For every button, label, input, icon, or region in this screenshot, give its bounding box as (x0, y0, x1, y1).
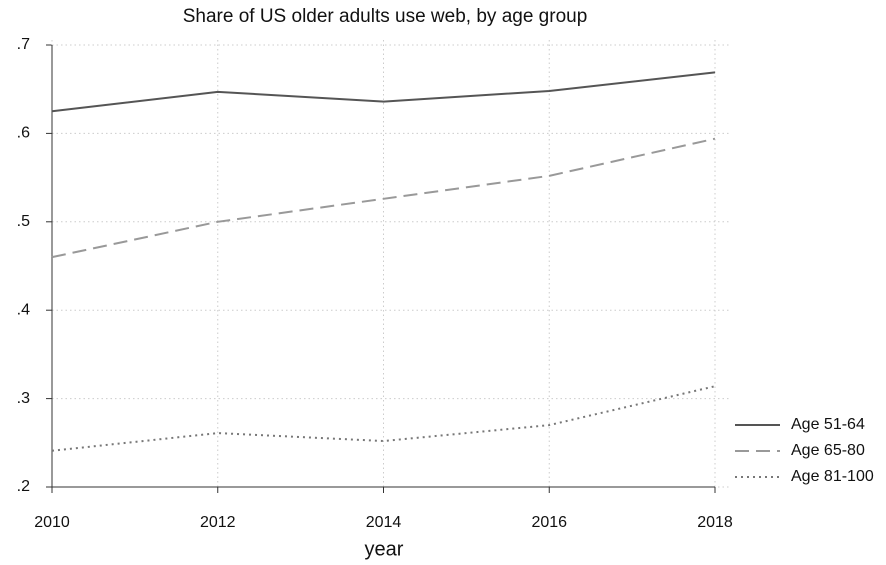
x-axis-label: year (365, 538, 404, 560)
y-tick-label: .3 (17, 390, 30, 407)
x-tick-label: 2010 (34, 514, 70, 531)
y-tick-label: .4 (17, 301, 30, 318)
legend-label: Age 51-64 (791, 416, 865, 433)
legend-label: Age 81-100 (791, 468, 874, 485)
series-line (51, 137, 716, 259)
y-tick-label: .6 (17, 125, 30, 142)
y-tick-label: .2 (17, 478, 30, 495)
x-tick-label: 2016 (531, 514, 567, 531)
x-tick-label: 2014 (366, 514, 402, 531)
legend-label: Age 65-80 (791, 442, 865, 459)
chart-title: Share of US older adults use web, by age… (183, 6, 588, 27)
x-tick-label: 2018 (697, 514, 733, 531)
y-tick-label: .5 (17, 213, 30, 230)
y-tick-label: .7 (17, 36, 30, 53)
x-tick-label: 2012 (200, 514, 236, 531)
series-line (51, 71, 716, 113)
